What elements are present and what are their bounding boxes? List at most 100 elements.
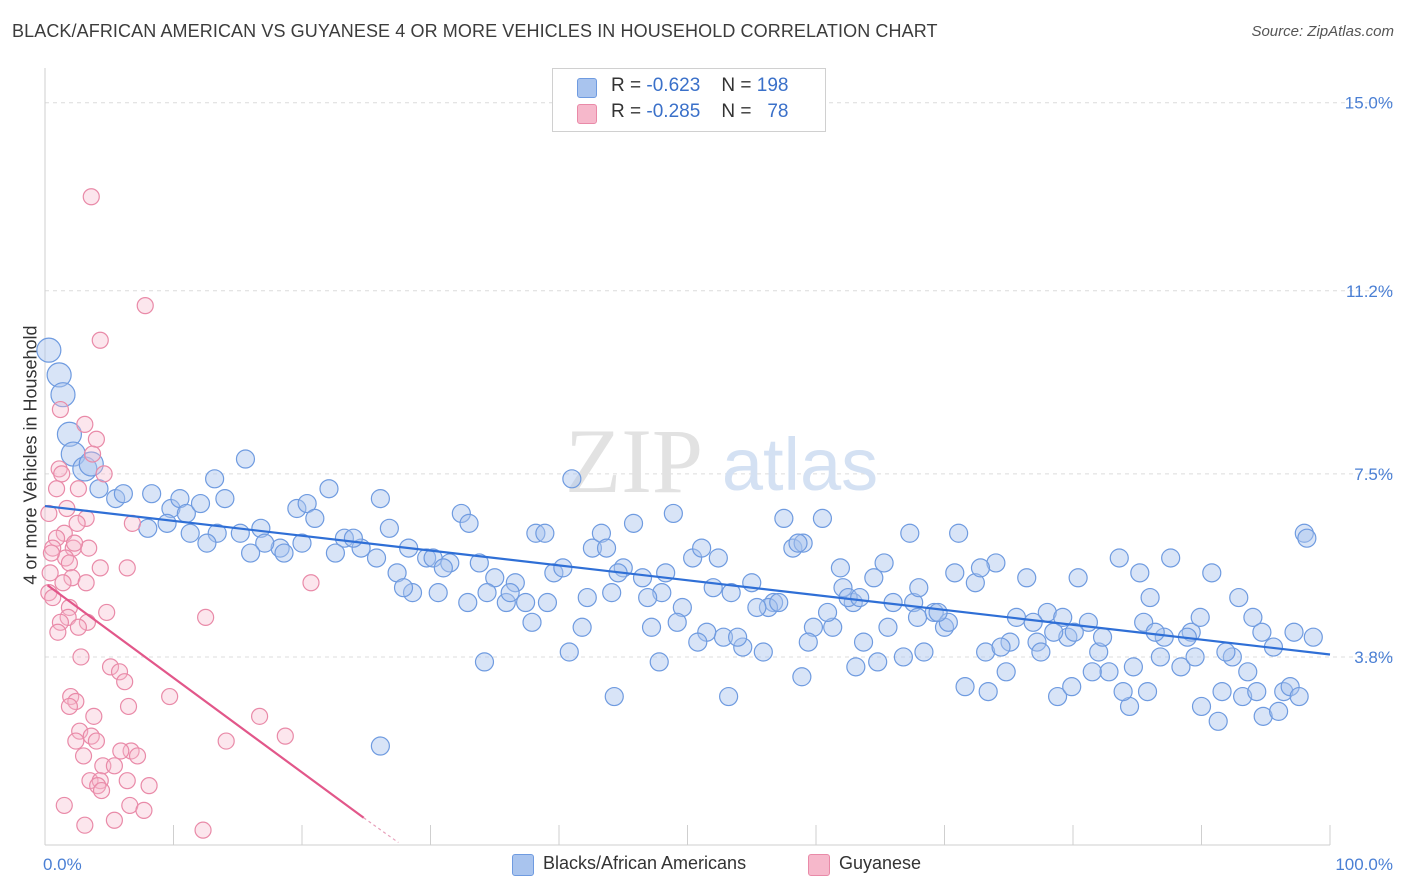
data-point [693, 539, 711, 557]
data-point [195, 822, 211, 838]
data-point [216, 490, 234, 508]
data-point [55, 575, 71, 591]
data-point [475, 653, 493, 671]
data-point [538, 594, 556, 612]
correlation-legend: R = -0.623 N = 198 R = -0.285 N = 78 [552, 68, 826, 132]
data-point [371, 490, 389, 508]
data-point [121, 698, 137, 714]
data-point [536, 524, 554, 542]
data-point [997, 663, 1015, 681]
data-point [910, 579, 928, 597]
data-point [1209, 712, 1227, 730]
data-point [136, 802, 152, 818]
legend-swatch-guyanese [577, 104, 597, 124]
data-point [61, 698, 77, 714]
data-point [158, 514, 176, 532]
data-point [1239, 663, 1257, 681]
data-point [434, 559, 452, 577]
data-point [603, 584, 621, 602]
data-point [1248, 683, 1266, 701]
data-point [303, 575, 319, 591]
data-point [1270, 702, 1288, 720]
data-point [94, 783, 110, 799]
y-tick-label: 11.2% [1346, 282, 1393, 301]
data-point [49, 481, 65, 497]
data-point [517, 594, 535, 612]
data-point [793, 668, 811, 686]
data-point [141, 778, 157, 794]
data-point [206, 470, 224, 488]
data-point [847, 658, 865, 676]
data-point [573, 618, 591, 636]
data-point [1024, 613, 1042, 631]
data-point [77, 817, 93, 833]
data-point [563, 470, 581, 488]
data-point [789, 534, 807, 552]
data-point [83, 189, 99, 205]
data-point [85, 446, 101, 462]
data-point [1094, 628, 1112, 646]
data-point [689, 633, 707, 651]
data-point [729, 628, 747, 646]
data-point [1304, 628, 1322, 646]
legend-r-value: -0.623 [646, 75, 700, 96]
data-point [929, 603, 947, 621]
data-point [709, 549, 727, 567]
data-point [106, 758, 122, 774]
data-point [68, 733, 84, 749]
data-point [1193, 697, 1211, 715]
data-point [380, 519, 398, 537]
data-point [1100, 663, 1118, 681]
data-point [326, 544, 344, 562]
data-point [813, 509, 831, 527]
data-point [99, 604, 115, 620]
data-point [86, 708, 102, 724]
data-point [96, 466, 112, 482]
data-point [1141, 589, 1159, 607]
data-point [1032, 643, 1050, 661]
legend-r-label: R = [611, 75, 641, 96]
data-point [1191, 608, 1209, 626]
tick-labels: 3.8% 7.5% 11.2% 15.0% 0.0% 100.0% [43, 94, 1393, 874]
data-point [754, 643, 772, 661]
data-point [395, 579, 413, 597]
data-point [242, 544, 260, 562]
data-point [218, 733, 234, 749]
watermark-zip: ZIP [565, 410, 703, 512]
data-point [720, 688, 738, 706]
data-point [748, 598, 766, 616]
data-point [1217, 643, 1235, 661]
data-point [909, 608, 927, 626]
data-point [70, 619, 86, 635]
data-point [306, 509, 324, 527]
bottom-legend-swatch-blacks [512, 854, 534, 876]
data-point [54, 466, 70, 482]
data-point [992, 638, 1010, 656]
data-point [277, 728, 293, 744]
data-point [198, 534, 216, 552]
y-tick-label: 15.0% [1345, 94, 1393, 113]
data-point [50, 624, 66, 640]
data-point [554, 559, 572, 577]
legend-r-value: -0.285 [646, 101, 700, 122]
data-point [831, 559, 849, 577]
data-point [643, 618, 661, 636]
data-point [1151, 648, 1169, 666]
watermark-atlas: atlas [722, 423, 878, 506]
data-point [320, 480, 338, 498]
data-point [77, 416, 93, 432]
scatter-chart: ZIP atlas 3.8%7.5%11.2%15.0%0.0% 100.0% [0, 0, 1406, 892]
data-point [915, 643, 933, 661]
data-point [478, 584, 496, 602]
data-point [1203, 564, 1221, 582]
bottom-legend-label-blacks: Blacks/African Americans [543, 853, 746, 874]
data-point [344, 529, 362, 547]
data-point [368, 549, 386, 567]
data-point [971, 559, 989, 577]
data-point [799, 633, 817, 651]
data-point [137, 298, 153, 314]
data-point [37, 338, 61, 362]
data-point [1124, 658, 1142, 676]
y-tick-label: 3.8% [1354, 648, 1393, 667]
data-point [1186, 648, 1204, 666]
